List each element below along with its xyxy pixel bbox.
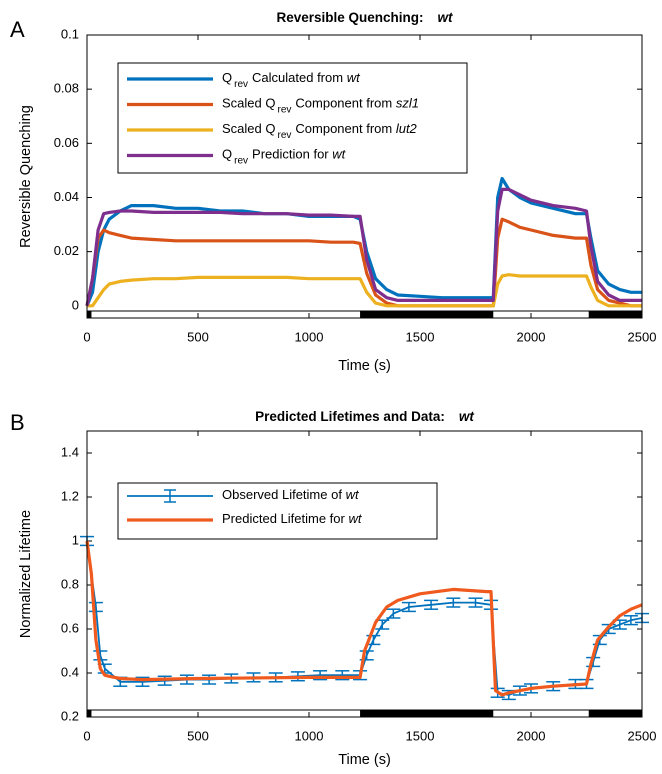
legend-text-part: rev	[234, 156, 248, 167]
title-text: Predicted Lifetimes and Data:	[255, 409, 445, 424]
legend-text-part: Observed Lifetime of	[222, 487, 346, 502]
legend-text-part: lut2	[396, 121, 418, 136]
x-tick-label: 500	[187, 329, 209, 344]
dark-period	[360, 311, 494, 318]
title-text: Reversible Quenching:	[276, 10, 423, 25]
dark-period	[588, 710, 642, 717]
x-tick-label: 1000	[295, 728, 324, 743]
y-tick-label: 0.08	[54, 81, 79, 96]
y-axis-label: Normalized Lifetime	[18, 510, 34, 638]
y-tick-label: 0.02	[54, 243, 79, 258]
chart-title: Predicted Lifetimes and Data: wt	[255, 409, 474, 424]
legend-text-part: wt	[332, 147, 346, 162]
series-line	[87, 273, 642, 308]
dark-period	[87, 311, 92, 318]
y-tick-label: 1	[72, 532, 79, 547]
dark-period	[360, 710, 494, 717]
x-tick-label: 2500	[628, 329, 657, 344]
series-line	[85, 217, 642, 308]
legend-label: Predicted Lifetime for wt	[222, 511, 363, 526]
y-tick-label: 0	[72, 297, 79, 312]
x-axis-label: Time (s)	[338, 358, 391, 374]
y-tick-label: 0.1	[61, 26, 79, 41]
title-italic: wt	[459, 409, 475, 424]
legend-text-part: wt	[348, 511, 362, 526]
title-italic: wt	[438, 10, 454, 25]
series-line	[85, 187, 642, 307]
y-tick-label: 0.04	[54, 189, 79, 204]
y-axis-label: Reversible Quenching	[18, 105, 34, 248]
legend-text-part: szl1	[396, 96, 419, 111]
series-line	[86, 540, 643, 696]
axes-frame	[86, 34, 643, 319]
series-line	[85, 540, 643, 697]
y-tick-label: 0.6	[61, 620, 79, 635]
panel-label: A	[10, 17, 25, 42]
y-tick-label: 0.2	[61, 708, 79, 723]
x-tick-label: 2000	[517, 329, 546, 344]
legend-text-part: Component from	[295, 121, 395, 136]
dark-period	[588, 311, 642, 318]
x-tick-label: 500	[187, 728, 209, 743]
legend-text-part: Q	[222, 147, 232, 162]
x-tick-label: 1500	[406, 329, 435, 344]
legend-text-part: Calculated from	[252, 70, 347, 85]
panel-label: B	[10, 410, 25, 435]
legend-text-part: rev	[277, 130, 291, 141]
axes-frame	[86, 430, 643, 718]
chart-title: Reversible Quenching: wt	[276, 10, 453, 25]
x-tick-label: 0	[83, 329, 90, 344]
legend-text-part: Scaled Q	[222, 96, 275, 111]
legend-text-part: Prediction for	[252, 147, 332, 162]
y-tick-label: 0.06	[54, 135, 79, 150]
x-tick-label: 2000	[517, 728, 546, 743]
legend-text-part: Predicted Lifetime for	[222, 511, 348, 526]
dark-period	[87, 710, 92, 717]
legend-text-part: rev	[234, 79, 248, 90]
legend-text-part: Scaled Q	[222, 121, 275, 136]
y-tick-label: 1.4	[61, 444, 79, 459]
y-tick-label: 0.4	[61, 664, 79, 679]
legend-text-part: Q	[222, 70, 232, 85]
y-tick-label: 1.2	[61, 488, 79, 503]
legend-text-part: wt	[347, 70, 361, 85]
x-tick-label: 1500	[406, 728, 435, 743]
x-tick-label: 2500	[628, 728, 657, 743]
legend-box	[117, 482, 438, 540]
legend-text-part: wt	[346, 487, 360, 502]
x-tick-label: 0	[83, 728, 90, 743]
legend-label: Observed Lifetime of wt	[222, 487, 360, 502]
x-axis-label: Time (s)	[338, 752, 391, 768]
y-tick-label: 0.8	[61, 576, 79, 591]
legend-text-part: rev	[277, 105, 291, 116]
x-tick-label: 1000	[295, 329, 324, 344]
series-line	[85, 176, 642, 307]
legend-text-part: Component from	[295, 96, 395, 111]
